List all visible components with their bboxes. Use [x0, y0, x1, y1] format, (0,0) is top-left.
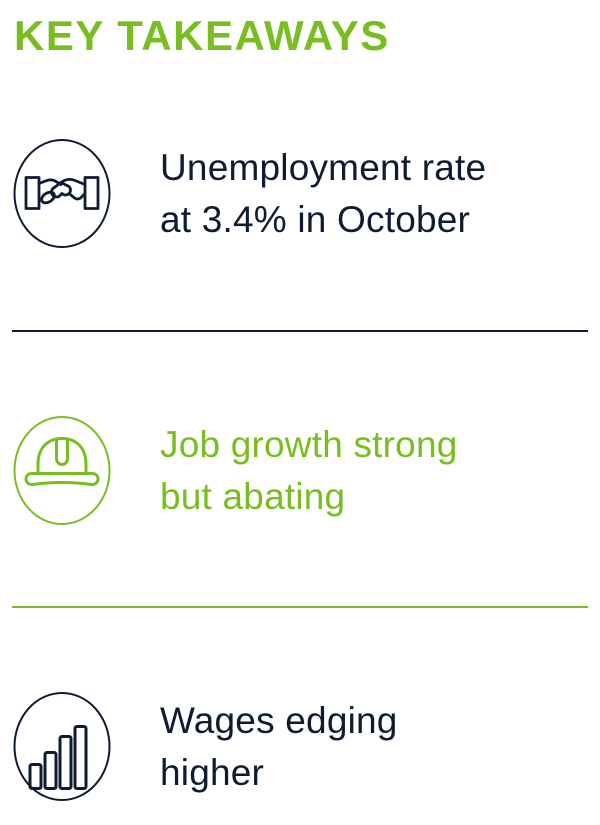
- takeaway-line: Job growth strong: [160, 423, 458, 465]
- takeaway-line: at 3.4% in October: [160, 198, 471, 240]
- takeaway-text-wages: Wages edging higher: [160, 695, 398, 799]
- takeaway-line: Wages edging: [160, 699, 398, 741]
- divider-green: [12, 606, 588, 608]
- takeaway-line: Unemployment rate: [160, 146, 487, 188]
- takeaway-item-unemployment: Unemployment rate at 3.4% in October: [12, 137, 486, 250]
- divider-navy: [12, 330, 588, 332]
- takeaway-item-job-growth: Job growth strong but abating: [12, 414, 458, 527]
- takeaway-text-job-growth: Job growth strong but abating: [160, 419, 458, 523]
- handshake-icon: [12, 137, 112, 250]
- bar-chart-icon: [12, 690, 112, 803]
- hard-hat-icon: [12, 414, 112, 527]
- takeaway-line: higher: [160, 751, 265, 793]
- takeaway-text-unemployment: Unemployment rate at 3.4% in October: [160, 142, 486, 246]
- takeaway-item-wages: Wages edging higher: [12, 690, 398, 803]
- takeaway-line: but abating: [160, 475, 346, 517]
- page-title: KEY TAKEAWAYS: [14, 12, 390, 59]
